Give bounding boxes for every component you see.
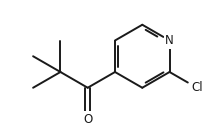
Text: N: N — [165, 34, 174, 47]
Text: Cl: Cl — [191, 81, 203, 94]
Text: O: O — [83, 113, 92, 126]
